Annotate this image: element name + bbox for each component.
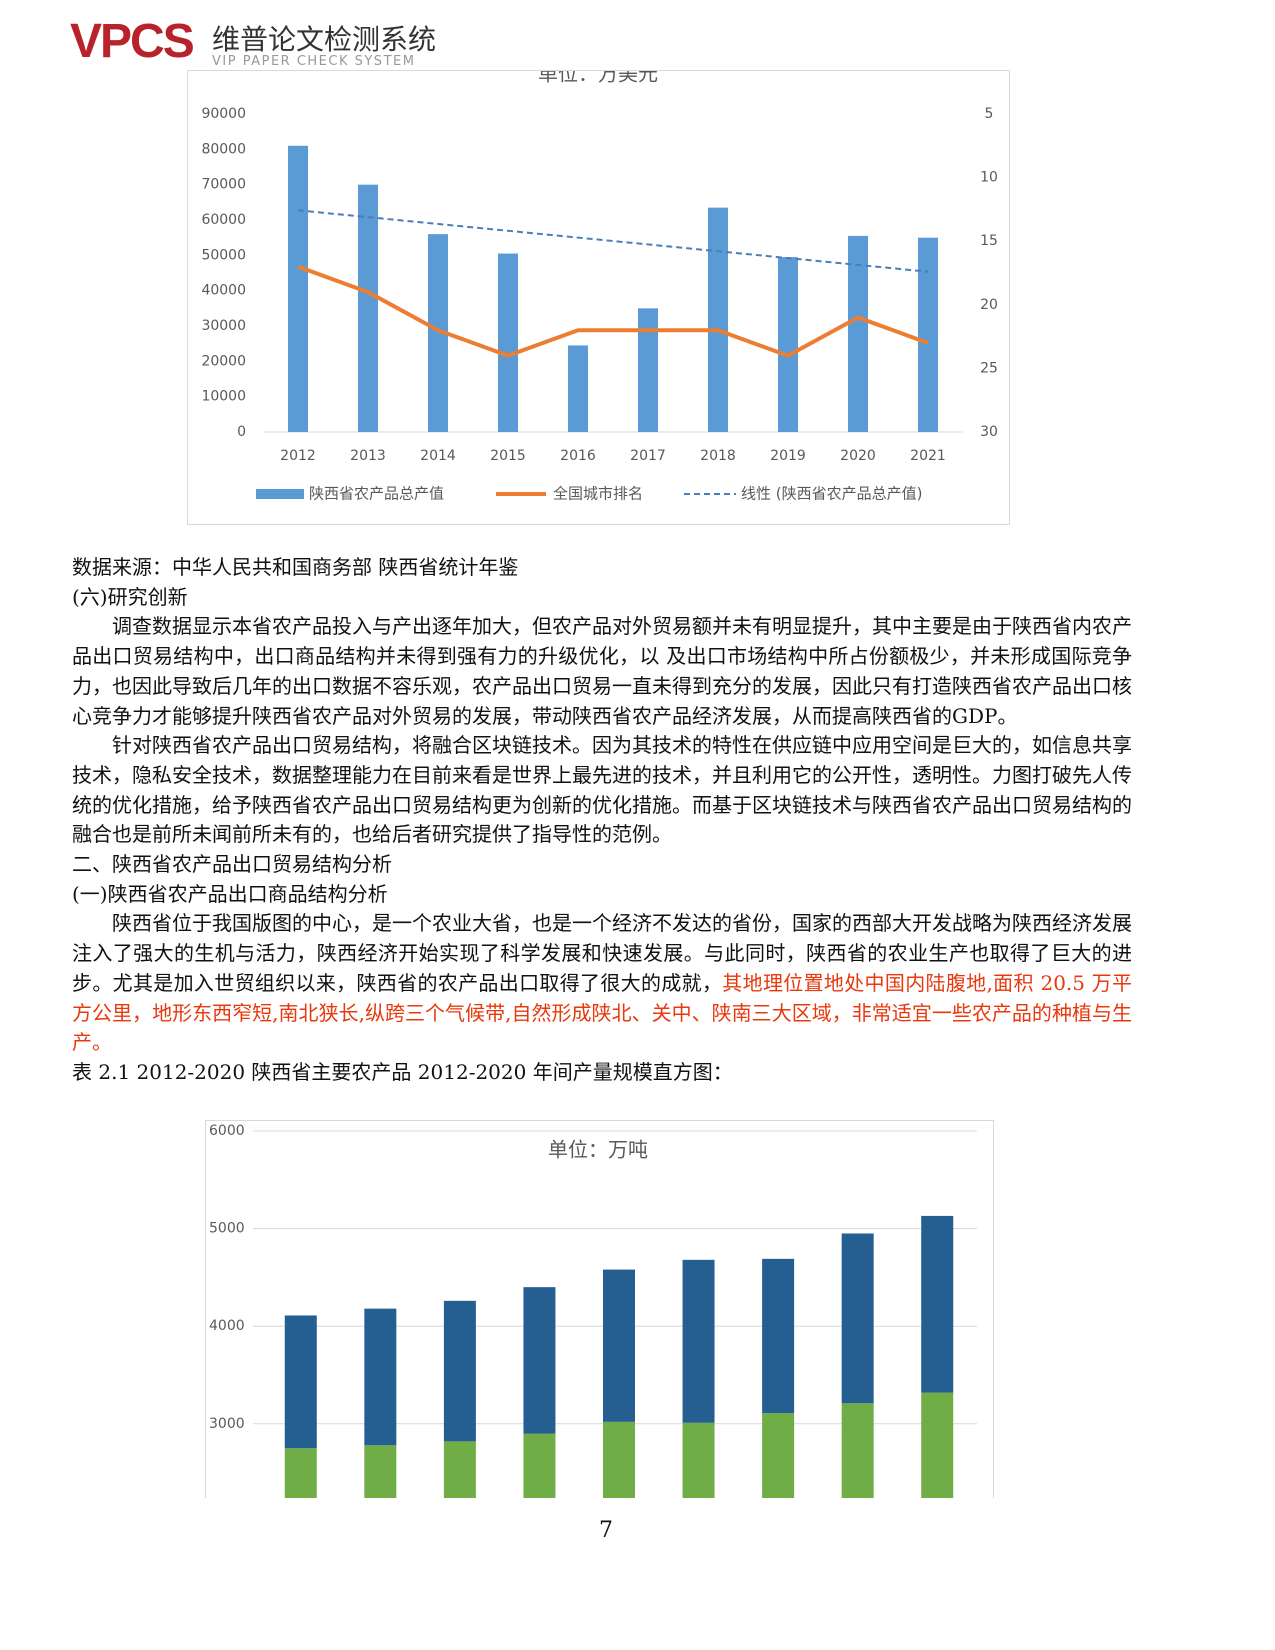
text-run: 陕西省位于我国版图的中心，是一个农业大省，也是一个经济不发达的省份，国家的西部大… xyxy=(72,911,1132,995)
x-tick-label: 2019 xyxy=(770,448,806,464)
legend-label: 全国城市排名 xyxy=(553,485,643,503)
highlight-text: 其地理位置地处中国内陆腹地,面积 20.5 万平方公里，地形东西窄短,南北狭长,… xyxy=(72,970,1133,1055)
y2-tick-label: 5 xyxy=(985,106,994,122)
logo-subtitle: VIP PAPER CHECK SYSTEM xyxy=(212,54,416,69)
y-tick-label: 70000 xyxy=(201,177,246,193)
bar xyxy=(603,1269,635,1422)
bar xyxy=(921,1392,954,1498)
legend-label: 陕西省农产品总产值 xyxy=(309,485,444,503)
y2-tick-label: 15 xyxy=(980,233,998,249)
caption: 表 2.1 2012-2020 陕西省主要农产品 2012-2020 年间产量规… xyxy=(72,1059,733,1084)
chart: 0 10000 20000 30000 40000 50000 60000 70000 8000… xyxy=(201,71,998,503)
heading: (一)陕西省农产品出口商品结构分析 xyxy=(72,881,388,906)
y2-tick-label: 30 xyxy=(980,424,998,440)
chart-title: 单位：万吨 xyxy=(548,1138,648,1162)
y-tick-label: 80000 xyxy=(201,141,246,157)
bar xyxy=(523,1287,556,1434)
y-tick-label: 3000 xyxy=(209,1416,245,1432)
x-tick-label: 2012 xyxy=(280,448,316,464)
bar xyxy=(364,1308,397,1446)
y-tick-label: 4000 xyxy=(209,1318,245,1334)
source: 数据来源：中华人民共和国商务部 陕西省统计年鉴 xyxy=(72,555,519,579)
bar xyxy=(921,1215,954,1393)
y2-tick-label: 20 xyxy=(980,297,998,313)
x-tick-label: 2018 xyxy=(700,448,736,464)
body-text: 数据来源：中华人民共和国商务部 陕西省统计年鉴 (六)研究创新调查数据显示本省农产… xyxy=(72,553,1132,1088)
x-tick-label: 2013 xyxy=(350,448,386,464)
bar xyxy=(708,207,728,432)
y-tick-label: 20000 xyxy=(201,353,246,369)
y-tick-label: 90000 xyxy=(201,106,246,122)
y2-tick-label: 25 xyxy=(980,360,998,376)
heading: 二、陕西省农产品出口贸易结构分析 xyxy=(72,852,392,877)
x-tick-label: 2014 xyxy=(420,448,456,464)
line-series xyxy=(297,264,929,358)
bar xyxy=(848,235,868,432)
bar xyxy=(778,257,798,432)
y-tick-label: 40000 xyxy=(201,283,246,299)
x-tick-label: 2015 xyxy=(490,448,526,464)
bar xyxy=(428,234,448,432)
bar xyxy=(918,237,938,432)
chart-title: 单位：万美元 xyxy=(538,71,658,86)
bar xyxy=(603,1421,635,1498)
legend-label: 线性 (陕西省农产品总产值) xyxy=(741,485,922,503)
heading: (六)研究创新 xyxy=(72,584,188,609)
x-tick-label: 2017 xyxy=(630,448,666,464)
y-tick-label: 6000 xyxy=(209,1123,245,1139)
bar xyxy=(841,1403,874,1498)
bar xyxy=(682,1422,715,1498)
bar xyxy=(762,1258,795,1414)
bar xyxy=(358,184,378,432)
paragraph: 调查数据显示本省农产品投入与产出逐年加大，但农产品对外贸易额并未有明显提升，其中… xyxy=(72,612,1132,731)
y-tick-label: 5000 xyxy=(209,1221,245,1237)
bar xyxy=(498,253,518,432)
bar xyxy=(284,1315,317,1449)
bar xyxy=(364,1445,397,1498)
y-tick-label: 30000 xyxy=(201,318,246,334)
legend-swatch xyxy=(256,489,304,499)
text-run: 调查数据显示本省农产品投入与产出逐年加大，但农产品对外贸易额并未有明显提升，其中… xyxy=(72,614,1132,728)
chart-frame: 3000 4000 5000 6000 单位：万吨 xyxy=(205,1120,994,1498)
bar xyxy=(288,145,308,433)
page-number: 7 xyxy=(599,1518,613,1543)
chart: 3000 4000 5000 6000 单位：万吨 xyxy=(209,1123,977,1498)
logo-title: 维普论文检测系统 xyxy=(212,23,437,56)
chart-frame: 0 10000 20000 30000 40000 50000 60000 70000 8000… xyxy=(187,70,1010,525)
bar xyxy=(841,1233,874,1404)
paragraph: 陕西省位于我国版图的中心，是一个农业大省，也是一个经济不发达的省份，国家的西部大… xyxy=(72,909,1132,1058)
text-run: 针对陕西省农产品出口贸易结构，将融合区块链技术。因为其技术的特性在供应链中应用空… xyxy=(72,733,1132,847)
bar xyxy=(443,1300,476,1442)
bar xyxy=(682,1259,715,1423)
bar xyxy=(523,1433,556,1498)
y-tick-label: 0 xyxy=(237,424,246,440)
x-tick-label: 2020 xyxy=(840,448,876,464)
paragraph: 针对陕西省农产品出口贸易结构，将融合区块链技术。因为其技术的特性在供应链中应用空… xyxy=(72,731,1132,850)
y2-tick-label: 10 xyxy=(980,170,998,186)
y-tick-label: 60000 xyxy=(201,212,246,228)
x-tick-label: 2021 xyxy=(910,448,946,464)
x-tick-label: 2016 xyxy=(560,448,596,464)
y-tick-label: 50000 xyxy=(201,247,246,263)
bar xyxy=(568,345,588,432)
bar xyxy=(762,1413,795,1498)
bar xyxy=(443,1441,476,1498)
bar xyxy=(638,308,658,432)
logo-mark: VPCS xyxy=(70,15,195,68)
y-tick-label: 10000 xyxy=(201,389,246,405)
bar xyxy=(284,1448,317,1498)
trend-line xyxy=(297,209,929,273)
